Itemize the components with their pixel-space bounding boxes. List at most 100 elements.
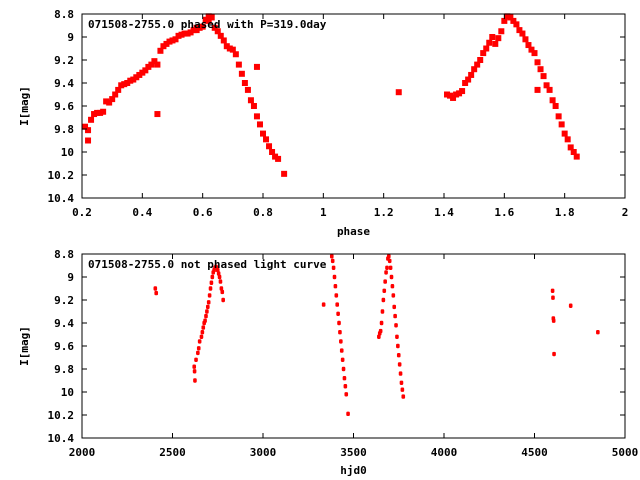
x-tick-label: 1.4: [434, 206, 454, 219]
data-point: [229, 46, 236, 53]
data-point: [207, 293, 212, 298]
data-point: [335, 302, 340, 307]
data-point: [220, 289, 225, 295]
x-tick-label: 4000: [431, 446, 458, 459]
data-point: [130, 76, 137, 83]
data-point: [226, 45, 233, 52]
x-tick-label: 1.8: [555, 206, 575, 219]
x-tick-label: 0.8: [253, 206, 273, 219]
data-point: [531, 50, 538, 57]
x-tick-label: 2500: [159, 446, 186, 459]
data-point: [471, 66, 478, 73]
data-point: [187, 29, 194, 36]
data-point: [217, 32, 224, 39]
data-point: [570, 149, 577, 155]
data-point: [269, 149, 276, 155]
y-tick-label: 9.4: [54, 317, 74, 330]
data-point: [340, 357, 345, 362]
x-tick-label: 4500: [521, 446, 548, 459]
data-point: [241, 80, 248, 86]
data-point: [205, 13, 212, 20]
data-point: [395, 89, 402, 96]
data-point: [208, 14, 215, 21]
data-point: [91, 111, 98, 118]
data-point: [121, 81, 128, 88]
y-tick-label: 10: [61, 146, 74, 159]
chart-title: 071508-2755.0 not phased light curve: [88, 258, 327, 271]
data-point: [112, 91, 119, 98]
data-point: [384, 270, 388, 275]
data-point: [200, 330, 205, 335]
data-point: [157, 47, 164, 54]
data-point: [555, 113, 562, 120]
data-point: [244, 86, 251, 93]
data-point: [341, 366, 346, 372]
data-point: [196, 24, 203, 31]
data-point: [136, 71, 143, 78]
data-point: [528, 46, 535, 53]
y-tick-label: 10: [61, 386, 74, 399]
data-point: [85, 127, 92, 134]
data-point: [88, 116, 95, 123]
data-point: [447, 92, 454, 99]
data-point: [453, 91, 460, 98]
data-point: [477, 57, 484, 63]
phased-plot: 0.2 0.4 0.6 0.8 1 1.2 1.4 1.6 1.8 2 8.8 9 9.2 9.4 9.6 9…: [18, 8, 628, 238]
data-point: [338, 330, 342, 335]
data-point: [401, 394, 406, 399]
data-point: [272, 153, 279, 160]
data-point: [377, 334, 381, 339]
x-tick-label: 0.4: [132, 206, 152, 219]
data-point: [154, 290, 159, 296]
data-point: [247, 97, 254, 104]
y-axis: 8.8 9 9.2 9.4 9.6 9.8 10 10.2 10.4: [48, 248, 625, 445]
y-tick-label: 9.6: [54, 100, 74, 113]
data-point: [383, 279, 387, 284]
y-tick-label: 10.4: [48, 432, 75, 445]
plot-frame: [81, 253, 626, 439]
data-point: [232, 51, 239, 58]
data-point: [551, 318, 556, 323]
data-point: [382, 288, 387, 293]
data-point: [209, 280, 214, 285]
data-point: [540, 73, 547, 80]
data-point: [253, 113, 260, 120]
data-point: [552, 351, 556, 357]
x-axis: 2000 2500 3000 3500 4000 4500 5000: [69, 254, 638, 459]
data-point: [504, 13, 511, 20]
y-axis-label: I[mag]: [18, 326, 31, 366]
y-axis: 8.8 9 9.2 9.4 9.6 9.8 10 10.2 10.4: [48, 8, 625, 205]
x-tick-label: 1.6: [494, 206, 514, 219]
data-point: [193, 378, 197, 383]
data-point: [216, 271, 221, 276]
data-point: [550, 288, 555, 293]
data-point: [396, 353, 401, 358]
data-point: [250, 103, 257, 109]
data-point: [115, 86, 122, 93]
data-point: [495, 35, 502, 42]
data-point: [483, 45, 490, 52]
data-points: [153, 254, 600, 417]
data-point: [468, 71, 475, 78]
data-point: [203, 318, 207, 323]
data-point: [329, 254, 334, 259]
data-point: [333, 284, 338, 289]
data-point: [127, 77, 134, 84]
data-point: [480, 50, 487, 57]
data-point: [501, 17, 508, 24]
data-point: [344, 392, 349, 397]
data-point: [153, 286, 158, 291]
data-point: [534, 86, 541, 93]
data-point: [192, 369, 197, 374]
unphased-plot: 2000 2500 3000 3500 4000 4500 5000 8.8 9 9.2 9.4 9.…: [18, 248, 638, 477]
data-point: [489, 34, 496, 40]
data-point: [169, 37, 176, 44]
data-point: [379, 320, 384, 326]
data-point: [444, 91, 451, 98]
data-point: [330, 258, 335, 264]
data-point: [558, 121, 565, 128]
data-point: [109, 96, 116, 103]
data-point: [332, 274, 337, 280]
data-point: [486, 39, 493, 46]
data-point: [217, 274, 222, 280]
